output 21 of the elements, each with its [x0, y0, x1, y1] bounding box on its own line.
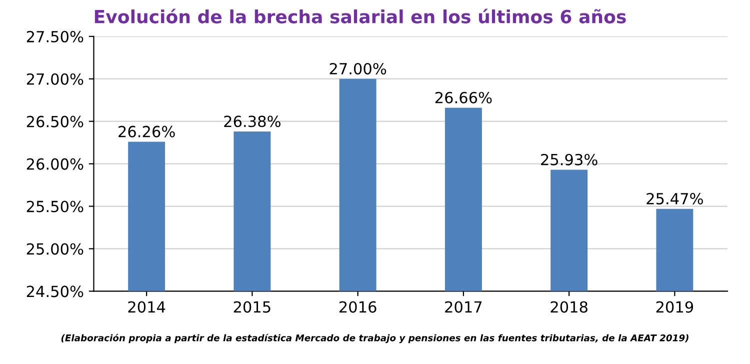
x-tick-label: 2018	[550, 301, 588, 313]
x-tick-label: 2014	[128, 301, 166, 313]
data-label: 27.00%	[330, 62, 386, 75]
y-tick-label: 26.50%	[26, 116, 84, 128]
x-tick-label: 2016	[339, 301, 376, 313]
y-tick-label: 25.50%	[26, 200, 84, 212]
data-label: 26.38%	[224, 116, 280, 128]
y-tick-label: 27.00%	[26, 73, 84, 85]
y-tick-label: 27.50%	[26, 30, 84, 42]
text: (Elaboración propia a partir de la estadística Mercado de trabajo y pensiones en las fuentes tributarias, de la AEAT 2019)	[61, 334, 688, 344]
data-label: 26.26%	[118, 126, 175, 138]
y-tick-label: 24.50%	[26, 286, 84, 298]
y-tick-label: 25.00%	[26, 243, 84, 255]
x-tick-label: 2017	[445, 301, 482, 313]
data-label: 25.93%	[541, 154, 598, 166]
data-label: 25.47%	[646, 192, 703, 204]
chart-title: Evolución de la brecha salarial en los últimos 6 años	[94, 8, 626, 24]
y-tick-label: 26.00%	[26, 158, 84, 170]
data-label: 26.66%	[435, 92, 492, 104]
x-tick-label: 2015	[234, 301, 270, 313]
x-tick-label: 2019	[656, 301, 694, 313]
